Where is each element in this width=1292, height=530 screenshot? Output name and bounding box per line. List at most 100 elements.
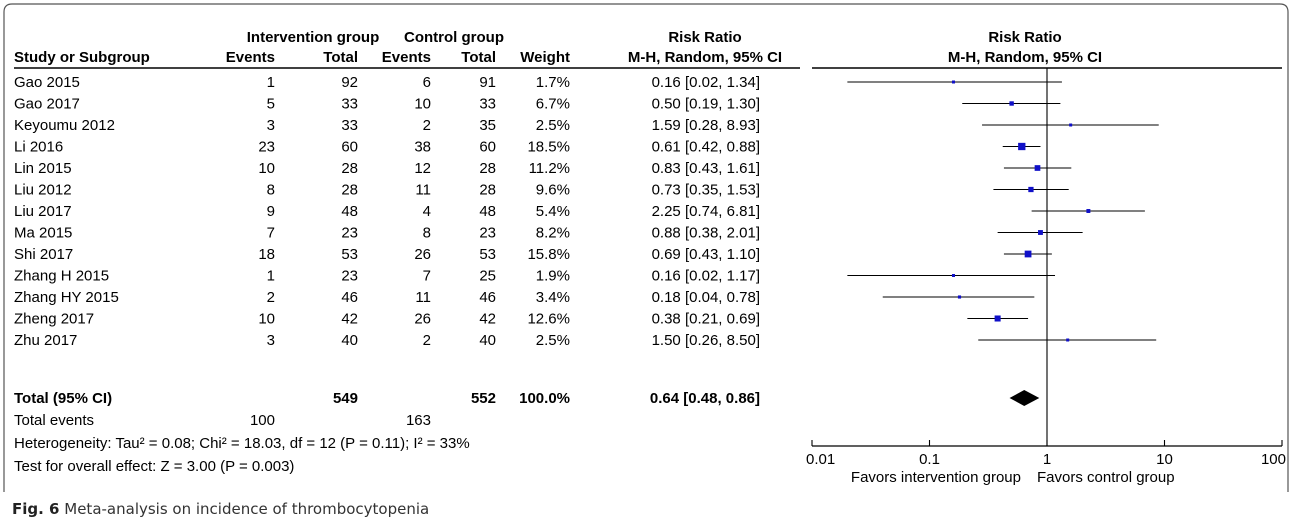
study-study-name: Gao 2017 xyxy=(14,96,80,113)
header-int-events: Events xyxy=(226,49,275,66)
x-tick-label: 0.01 xyxy=(806,451,835,468)
point-estimate-square xyxy=(994,315,1001,322)
figure-caption: Fig. 6 Meta-analysis on incidence of thr… xyxy=(12,500,429,518)
study-weight: 8.2% xyxy=(536,225,570,242)
study-ctl-total: 48 xyxy=(479,203,496,220)
point-estimate-square xyxy=(1086,209,1091,213)
study-int-events: 3 xyxy=(267,117,275,134)
study-ctl-total: 23 xyxy=(479,225,496,242)
study-ci-text: 1.59 [0.28, 8.93] xyxy=(652,117,760,134)
study-ctl-total: 53 xyxy=(479,246,496,263)
study-int-events: 1 xyxy=(267,268,275,285)
study-ctl-events: 26 xyxy=(414,246,431,263)
study-ctl-total: 28 xyxy=(479,160,496,177)
study-study-name: Lin 2015 xyxy=(14,160,72,177)
study-ctl-events: 8 xyxy=(423,225,431,242)
study-ci-text: 0.73 [0.35, 1.53] xyxy=(652,182,760,199)
study-int-events: 10 xyxy=(258,160,275,177)
header-intervention-group: Intervention group xyxy=(247,29,380,46)
study-ctl-events: 38 xyxy=(414,139,431,156)
study-ctl-total: 60 xyxy=(479,139,496,156)
study-study-name: Zhang HY 2015 xyxy=(14,289,119,306)
study-row: Lin 2015 10 28 12 28 11.2% 0.83 [0.43, 1.61] xyxy=(14,160,760,177)
total-events-label: Total events xyxy=(14,412,94,429)
point-estimate-square xyxy=(1038,230,1043,235)
study-ctl-events: 10 xyxy=(414,96,431,113)
study-weight: 12.6% xyxy=(527,311,570,328)
study-ci-text: 0.16 [0.02, 1.34] xyxy=(652,74,760,91)
study-weight: 2.5% xyxy=(536,117,570,134)
study-int-events: 9 xyxy=(267,203,275,220)
study-weight: 2.5% xyxy=(536,332,570,349)
study-ctl-total: 33 xyxy=(479,96,496,113)
x-tick-label: 100 xyxy=(1261,451,1286,468)
study-study-name: Keyoumu 2012 xyxy=(14,117,115,134)
study-row: Liu 2012 8 28 11 28 9.6% 0.73 [0.35, 1.53] xyxy=(14,182,760,199)
study-int-total: 40 xyxy=(341,332,358,349)
study-int-events: 1 xyxy=(267,74,275,91)
point-estimate-square xyxy=(1034,165,1041,171)
header-ctl-total: Total xyxy=(461,49,496,66)
figure-caption-text: Meta-analysis on incidence of thrombocyt… xyxy=(64,500,430,518)
point-estimate-square xyxy=(951,274,955,277)
point-estimate-square xyxy=(1028,186,1034,193)
study-study-name: Zheng 2017 xyxy=(14,311,94,328)
study-weight: 1.9% xyxy=(536,268,570,285)
study-int-events: 5 xyxy=(267,96,275,113)
study-int-total: 33 xyxy=(341,96,358,113)
header-plot-method: M-H, Random, 95% CI xyxy=(948,49,1102,66)
summary-int-total: 549 xyxy=(333,390,358,407)
study-int-events: 23 xyxy=(258,139,275,156)
figure-label: Fig. 6 xyxy=(12,500,60,518)
header-weight: Weight xyxy=(520,49,570,66)
study-weight: 11.2% xyxy=(529,160,570,177)
study-int-events: 18 xyxy=(258,246,275,263)
overall-effect-stat: Test for overall effect: Z = 3.00 (P = 0… xyxy=(14,458,294,475)
study-ctl-events: 12 xyxy=(414,160,431,177)
x-axis-ticks: 0.01 0.1 1 10 100 xyxy=(806,440,1286,468)
point-estimate-square xyxy=(1009,101,1014,106)
study-study-name: Gao 2015 xyxy=(14,74,80,91)
header-int-total: Total xyxy=(323,49,358,66)
study-weight: 9.6% xyxy=(536,182,570,199)
study-ctl-total: 28 xyxy=(479,182,496,199)
study-row: Gao 2015 1 92 6 91 1.7% 0.16 [0.02, 1.34] xyxy=(14,74,760,91)
study-ci-text: 0.88 [0.38, 2.01] xyxy=(652,225,760,242)
study-ctl-total: 35 xyxy=(479,117,496,134)
pooled-diamond xyxy=(1009,390,1040,406)
study-row: Zhang H 2015 1 23 7 25 1.9% 0.16 [0.02, 1.17] xyxy=(14,268,760,285)
study-weight: 5.4% xyxy=(536,203,570,220)
study-ctl-total: 42 xyxy=(479,311,496,328)
study-study-name: Liu 2012 xyxy=(14,182,72,199)
study-int-total: 48 xyxy=(341,203,358,220)
study-ctl-events: 26 xyxy=(414,311,431,328)
study-row: Zhu 2017 3 40 2 40 2.5% 1.50 [0.26, 8.50] xyxy=(14,332,760,349)
point-estimate-square xyxy=(1069,123,1073,127)
study-ctl-total: 91 xyxy=(479,74,496,91)
point-estimate-square xyxy=(951,80,955,84)
total-int-events: 100 xyxy=(250,412,275,429)
study-int-total: 23 xyxy=(341,268,358,285)
heterogeneity-stat: Heterogeneity: Tau² = 0.08; Chi² = 18.03… xyxy=(14,435,470,452)
summary-ctl-total: 552 xyxy=(471,390,496,407)
study-row: Liu 2017 9 48 4 48 5.4% 2.25 [0.74, 6.81] xyxy=(14,203,760,220)
study-int-total: 92 xyxy=(341,74,358,91)
study-ci-text: 0.69 [0.43, 1.10] xyxy=(652,246,760,263)
favors-control-label: Favors control group xyxy=(1037,469,1175,486)
header-method: M-H, Random, 95% CI xyxy=(628,49,782,66)
header-plot-title: Risk Ratio xyxy=(988,29,1061,46)
point-estimate-square xyxy=(1066,338,1070,342)
study-int-total: 28 xyxy=(341,182,358,199)
study-row: Ma 2015 7 23 8 23 8.2% 0.88 [0.38, 2.01] xyxy=(14,225,760,242)
plot-marks xyxy=(847,68,1159,446)
study-ci-text: 0.83 [0.43, 1.61] xyxy=(652,160,760,177)
study-row: Li 2016 23 60 38 60 18.5% 0.61 [0.42, 0.88] xyxy=(14,139,760,156)
figure-border xyxy=(3,3,1289,492)
header-risk-ratio: Risk Ratio xyxy=(668,29,741,46)
study-study-name: Zhang H 2015 xyxy=(14,268,109,285)
x-tick-label: 1 xyxy=(1043,451,1051,468)
study-rows: Gao 2015 1 92 6 91 1.7% 0.16 [0.02, 1.34]Gao 2… xyxy=(14,74,760,349)
study-ctl-total: 40 xyxy=(479,332,496,349)
study-int-total: 23 xyxy=(341,225,358,242)
